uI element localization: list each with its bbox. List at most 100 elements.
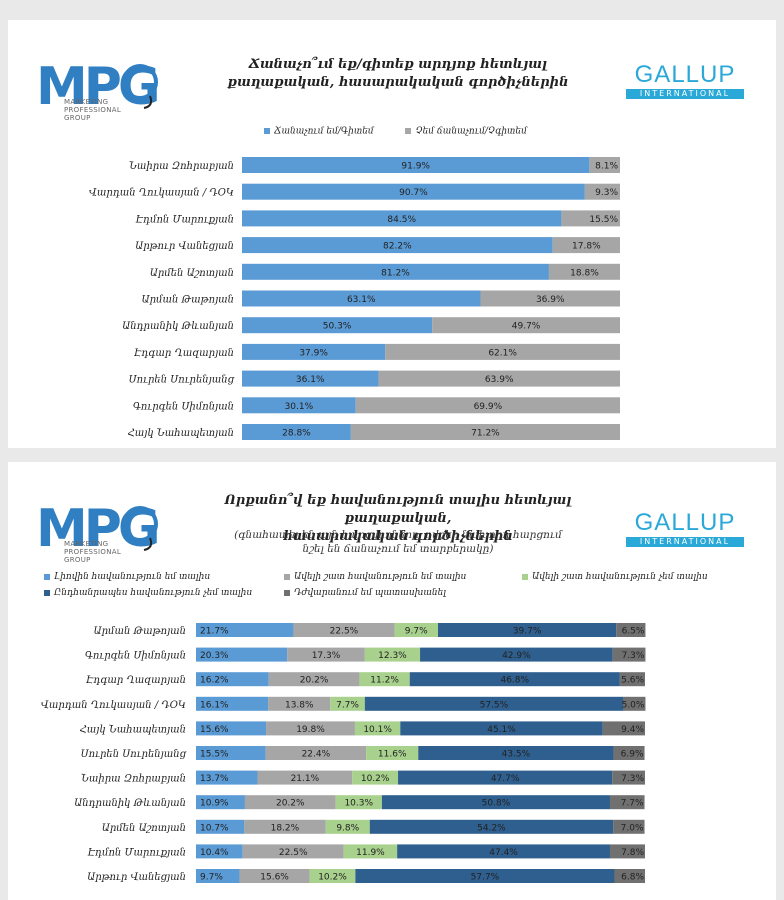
bar-segment <box>609 844 645 859</box>
bar-segment <box>244 819 326 834</box>
value-label: 84.5% <box>387 215 416 225</box>
bar-segment <box>589 157 620 173</box>
value-label: 15.6% <box>200 725 229 735</box>
value-label: 36.1% <box>296 375 325 385</box>
bar-segment <box>561 210 620 227</box>
legend-item-1: Լիովին հավանություն եմ տալիս <box>44 572 210 583</box>
mpg-logo: MPG <box>36 57 161 117</box>
bar-segment <box>359 672 410 687</box>
bar-segment <box>244 795 336 810</box>
legend-item-4: Ընդհանրապես հավանություն չեմ տալիս <box>44 588 252 599</box>
value-label: 43.5% <box>502 750 531 760</box>
value-label: 20.2% <box>300 676 329 686</box>
bar-segment <box>268 672 360 687</box>
category-label: Սուրեն Սուրենյանց <box>81 749 187 760</box>
value-label: 21.7% <box>200 627 229 637</box>
category-label: Հայկ Նահապետյան <box>128 428 234 439</box>
value-label: 10.2% <box>318 873 347 883</box>
bar-segment <box>242 237 553 254</box>
value-label: 49.7% <box>512 322 541 332</box>
value-label: 9.7% <box>200 873 223 883</box>
value-label: 8.1% <box>595 162 618 172</box>
value-label: 7.7% <box>621 799 644 809</box>
category-label: Արմեն Աշոտյան <box>150 268 234 279</box>
legend-item-dont-know: Չեմ ճանաչում/Չգիտեմ <box>405 126 527 137</box>
value-label: 42.9% <box>502 651 531 661</box>
bar-segment <box>432 317 620 334</box>
value-label: 30.1% <box>285 402 314 412</box>
value-label: 22.5% <box>279 848 308 858</box>
bar-segment <box>355 397 620 414</box>
value-label: 10.3% <box>344 799 373 809</box>
bar-segment <box>239 869 310 883</box>
bar-segment <box>398 770 613 785</box>
bar-segment <box>400 721 603 736</box>
value-label: 16.1% <box>200 700 229 710</box>
value-label: 81.2% <box>381 268 410 278</box>
legend-item-know: Ճանաչում եմ/Գիտեմ <box>264 126 374 137</box>
category-label: Էդգար Ղազարյան <box>134 348 234 359</box>
bar-segment <box>196 672 269 687</box>
bar-segment <box>257 770 353 785</box>
bar-segment <box>622 696 646 711</box>
bar-segment <box>242 290 481 307</box>
bar-segment <box>335 795 382 810</box>
approval-bar-chart: Արման Թաթոյան 21.7% 22.5% 9.7% 39.7% 6.5% Գուր… <box>41 623 646 883</box>
bar-segment <box>613 819 645 834</box>
category-label: Արթուր Վանեցյան <box>135 241 234 252</box>
value-label: 21.1% <box>291 774 320 784</box>
bar-segment <box>242 157 590 173</box>
bar-segment <box>352 770 399 785</box>
bar-segment <box>584 183 620 200</box>
value-label: 9.3% <box>595 188 618 198</box>
bar-segment <box>480 290 620 307</box>
chart-subtitle: (գնահատել են այն հարցվողները, ովքեր նախո… <box>234 529 562 555</box>
bar-segment <box>266 721 355 736</box>
value-label: 7.0% <box>621 823 644 833</box>
legend-item-5: Դժվարանում եմ պատասխանել <box>284 588 446 599</box>
value-label: 50.8% <box>482 799 511 809</box>
value-label: 91.9% <box>401 162 430 172</box>
value-label: 57.5% <box>480 700 509 710</box>
legend-swatch-5 <box>284 590 290 596</box>
bar-segment <box>242 424 351 440</box>
mpg-tagline-2: MARKETING PROFESSIONAL GROUP <box>64 540 122 564</box>
bar-segment <box>242 263 549 280</box>
value-label: 10.4% <box>200 848 229 858</box>
value-label: 6.9% <box>621 750 644 760</box>
value-label: 36.9% <box>536 295 565 305</box>
bar-segment <box>196 819 245 834</box>
bar-segment <box>548 263 620 280</box>
value-label: 47.7% <box>491 774 520 784</box>
category-label: Արման Թաթոյան <box>94 626 187 637</box>
bar-segment <box>293 623 395 637</box>
bar-segment <box>196 869 240 883</box>
value-label: 16.2% <box>200 676 229 686</box>
legend-swatch-2 <box>284 574 290 580</box>
chart-panel-awareness: MPG MARKETING PROFESSIONAL GROUP Ճանաչո՞… <box>8 20 776 448</box>
legend-item-2: Ավելի շատ հավանություն եմ տալիս <box>284 572 466 583</box>
bar-segment <box>619 672 645 687</box>
bar-segment <box>612 770 645 785</box>
legend-swatch-1 <box>44 574 50 580</box>
value-label: 15.6% <box>260 873 289 883</box>
bar-segment <box>196 696 269 711</box>
bar-segment <box>265 746 367 760</box>
bar-segment <box>552 237 620 254</box>
value-label: 10.1% <box>363 725 392 735</box>
bar-segment <box>616 623 646 637</box>
bar-segment <box>325 819 370 834</box>
bar-segment <box>438 623 617 637</box>
value-label: 18.8% <box>570 268 599 278</box>
category-label: Նաիրա Զոհրաբյան <box>81 774 186 785</box>
category-label: Վարդան Ղուկասյան / ԴՕԿ <box>89 188 234 199</box>
bar-segment <box>196 795 245 810</box>
bar-segment <box>354 721 401 736</box>
bar-segment <box>330 696 365 711</box>
value-label: 9.7% <box>405 627 428 637</box>
category-label: Արմեն Աշոտյան <box>102 823 186 834</box>
value-label: 11.9% <box>356 848 385 858</box>
value-label: 37.9% <box>299 348 328 358</box>
bar-segment <box>242 210 562 227</box>
bar-segment <box>378 370 620 387</box>
